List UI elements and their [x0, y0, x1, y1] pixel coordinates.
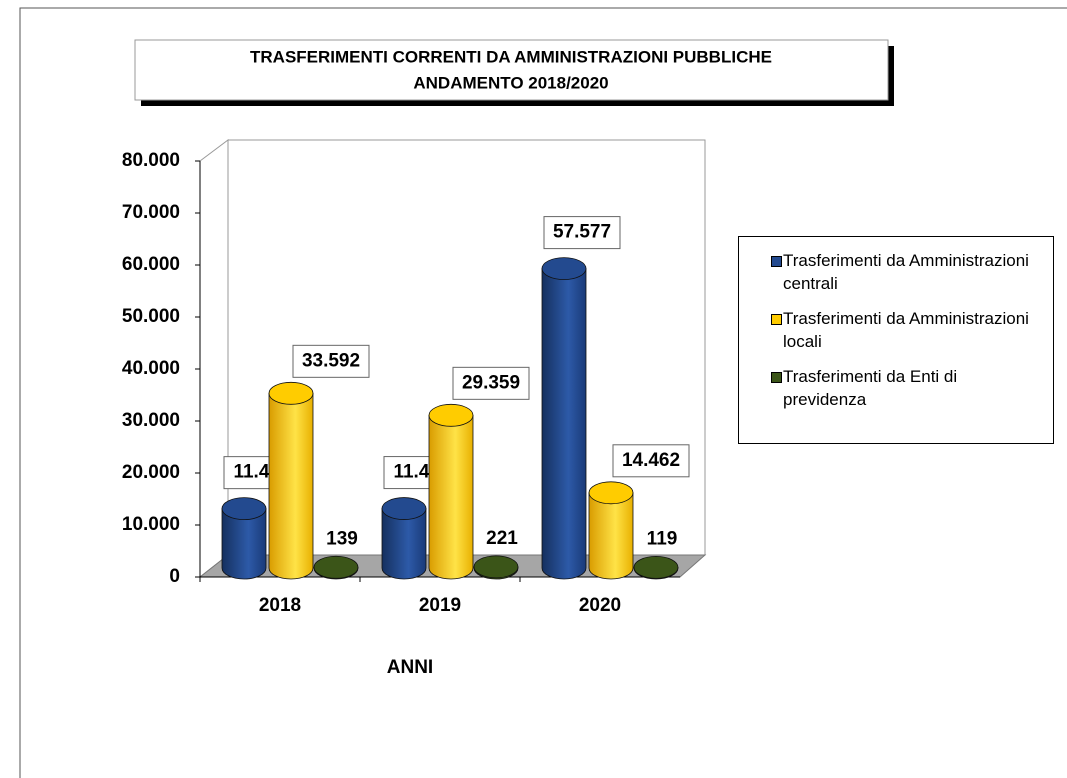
- legend-item: Trasferimenti da Amministrazioni locali: [771, 307, 1033, 353]
- frame: [19, 7, 1067, 778]
- cylinder-body: [221, 508, 267, 580]
- y-tick-label: 50.000: [122, 306, 180, 327]
- y-tick-label: 60.000: [122, 254, 180, 275]
- legend: Trasferimenti da Amministrazioni central…: [738, 236, 1054, 444]
- value-label: 33.592: [302, 350, 360, 371]
- legend-swatch: [771, 314, 782, 325]
- y-tick-label: 80.000: [122, 150, 180, 171]
- value-label: 221: [486, 528, 518, 549]
- value-label-box: [543, 216, 621, 250]
- value-label-box: [452, 366, 530, 400]
- cylinder-body: [588, 492, 634, 580]
- cylinder-body: [428, 414, 474, 580]
- legend-label: Trasferimenti da Enti di previdenza: [783, 367, 958, 409]
- legend-swatch: [771, 256, 782, 267]
- cylinder-top: [268, 381, 314, 405]
- y-tick-label: 0: [169, 566, 180, 587]
- x-tick-label: 2018: [259, 595, 301, 616]
- cylinder-top: [428, 403, 474, 427]
- legend-item: Trasferimenti da Amministrazioni central…: [771, 249, 1033, 295]
- value-label-box: [612, 444, 690, 478]
- cylinder-body: [268, 392, 314, 580]
- value-label: 139: [326, 528, 358, 549]
- legend-label: Trasferimenti da Amministrazioni locali: [783, 309, 1029, 351]
- legend-swatch: [771, 372, 782, 383]
- y-tick-label: 30.000: [122, 410, 180, 431]
- legend-item: Trasferimenti da Enti di previdenza: [771, 365, 1033, 411]
- x-tick-label: 2020: [579, 595, 621, 616]
- cylinder-top: [221, 497, 267, 521]
- value-label-box: [292, 344, 370, 378]
- value-label: 119: [647, 528, 678, 549]
- y-tick-label: 20.000: [122, 462, 180, 483]
- cylinder-top: [588, 481, 634, 505]
- value-label: 29.359: [462, 372, 520, 393]
- cylinder-body: [381, 508, 427, 580]
- cylinder-top: [313, 555, 359, 579]
- cylinder-body: [541, 268, 587, 580]
- value-label: 57.577: [553, 222, 611, 243]
- cylinder-top: [381, 497, 427, 520]
- chart-title: ANDAMENTO 2018/2020: [413, 73, 608, 92]
- y-tick-label: 10.000: [122, 514, 180, 535]
- title-box: [134, 39, 889, 101]
- chart-title: TRASFERIMENTI CORRENTI DA AMMINISTRAZION…: [250, 47, 772, 66]
- y-tick-label: 70.000: [122, 202, 180, 223]
- x-axis-label: ANNI: [387, 657, 433, 678]
- x-tick-label: 2019: [419, 595, 461, 616]
- cylinder-top: [633, 555, 679, 579]
- cylinder-top: [541, 257, 587, 280]
- legend-label: Trasferimenti da Amministrazioni central…: [783, 251, 1029, 293]
- value-label: 14.462: [622, 450, 680, 471]
- cylinder-top: [473, 555, 519, 579]
- y-tick-label: 40.000: [122, 358, 180, 379]
